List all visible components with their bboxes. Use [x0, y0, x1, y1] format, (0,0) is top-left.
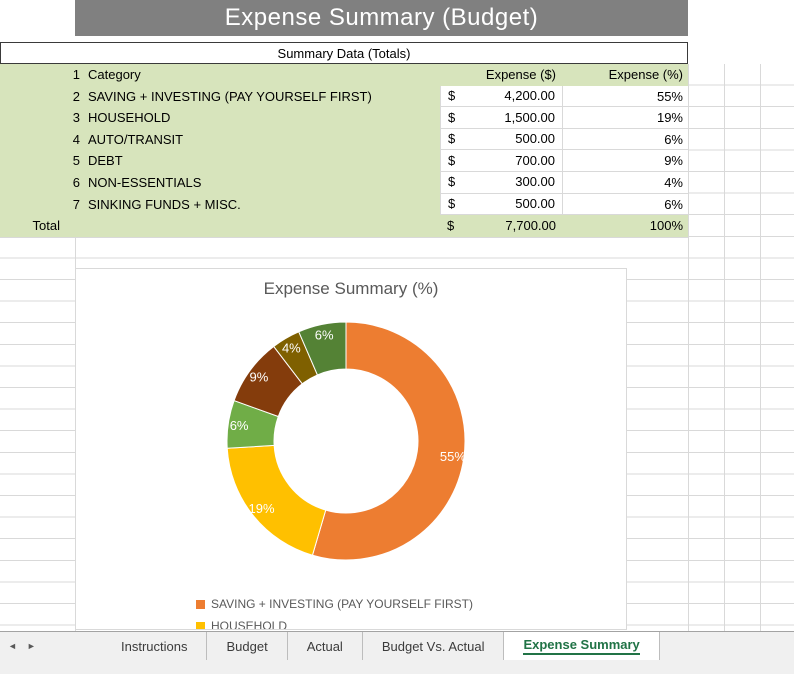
- tab-label: Actual: [306, 638, 343, 654]
- cell-expense[interactable]: $ 1,500.00: [440, 107, 563, 129]
- cell-row-number[interactable]: 3: [0, 107, 84, 129]
- donut-svg: 55% 19% 6% 9% 4% 6%: [226, 321, 466, 561]
- slice-data-label: 6%: [315, 328, 334, 343]
- doughnut-chart-object[interactable]: Expense Summary (%) 55% 19% 6% 9% 4% 6% SAVIN…: [75, 268, 627, 630]
- tab-label: Instructions: [121, 638, 188, 654]
- amount-value: 500.00: [515, 131, 555, 147]
- table-row: 7 SINKING FUNDS + MISC. $ 500.00 6%: [0, 193, 688, 216]
- legend-item[interactable]: HOUSEHOLD: [196, 615, 473, 630]
- table-total-row: Total $ 7,700.00 100%: [0, 215, 688, 237]
- cell-expense[interactable]: $ 700.00: [440, 150, 563, 172]
- cell-total-percent[interactable]: 100%: [563, 215, 688, 237]
- cell-total-expense[interactable]: $ 7,700.00: [440, 215, 563, 237]
- table-row: 4 AUTO/TRANSIT $ 500.00 6%: [0, 128, 688, 151]
- chart-title[interactable]: Expense Summary (%): [263, 279, 439, 298]
- slice-data-label: 9%: [249, 370, 268, 385]
- cell-category[interactable]: AUTO/TRANSIT: [84, 128, 440, 151]
- currency-symbol: $: [448, 109, 456, 125]
- donut-slice[interactable]: [298, 321, 347, 376]
- table-row: 5 DEBT $ 700.00 9%: [0, 150, 688, 172]
- donut-slice[interactable]: [226, 444, 327, 556]
- amount-value: 300.00: [515, 174, 555, 190]
- gridline-vertical: [724, 64, 725, 631]
- table-row: 6 NON-ESSENTIALS $ 300.00 4%: [0, 171, 688, 194]
- currency-symbol: $: [448, 152, 456, 168]
- amount-value: 700.00: [515, 152, 555, 168]
- summary-header-cell[interactable]: Summary Data (Totals): [0, 42, 688, 64]
- tab-budget-vs-actual[interactable]: Budget Vs. Actual: [363, 632, 505, 660]
- tab-budget[interactable]: Budget: [207, 632, 288, 660]
- cell-percent[interactable]: 55%: [563, 85, 688, 108]
- summary-header-text: Summary Data (Totals): [277, 45, 411, 61]
- cell-row-number[interactable]: 5: [0, 150, 84, 172]
- tab-spacer: [42, 632, 102, 660]
- table-row: 3 HOUSEHOLD $ 1,500.00 19%: [0, 107, 688, 129]
- cell-percent[interactable]: 4%: [563, 171, 688, 194]
- cell-category[interactable]: SINKING FUNDS + MISC.: [84, 193, 440, 216]
- cell-category[interactable]: SAVING + INVESTING (PAY YOURSELF FIRST): [84, 85, 440, 108]
- summary-table: 1 Category Expense ($) Expense (%) 2 SAV…: [0, 64, 688, 238]
- cell-percent[interactable]: 6%: [563, 128, 688, 151]
- gridline-vertical: [760, 64, 761, 631]
- cell-category[interactable]: HOUSEHOLD: [84, 107, 440, 129]
- cell-category[interactable]: DEBT: [84, 150, 440, 172]
- chart-legend: SAVING + INVESTING (PAY YOURSELF FIRST) H…: [196, 593, 473, 630]
- tab-scroll-right-icon[interactable]: ►: [26, 641, 36, 651]
- tab-label: Budget: [226, 638, 268, 654]
- cell-expense[interactable]: $ 300.00: [440, 171, 563, 194]
- tab-scroll-controls: ◄ ►: [0, 632, 42, 660]
- cell-percent-header[interactable]: Expense (%): [563, 64, 688, 86]
- cell-expense[interactable]: $ 500.00: [440, 193, 563, 216]
- currency-symbol: $: [448, 131, 456, 147]
- slice-data-label: 4%: [282, 340, 301, 355]
- sheet-tab-bar: ◄ ► Instructions Budget Actual Budget Vs…: [0, 631, 794, 660]
- currency-symbol: $: [448, 88, 456, 104]
- currency-symbol: $: [447, 218, 455, 234]
- tab-instructions[interactable]: Instructions: [102, 632, 208, 660]
- legend-item[interactable]: SAVING + INVESTING (PAY YOURSELF FIRST): [196, 593, 473, 615]
- cell-percent[interactable]: 9%: [563, 150, 688, 172]
- cell-expense[interactable]: $ 500.00: [440, 128, 563, 151]
- sheet-title-text: Expense Summary (Budget): [224, 4, 539, 31]
- cell-row-number[interactable]: 1: [0, 64, 84, 86]
- legend-swatch-icon: [196, 621, 205, 629]
- cell-category-header[interactable]: Category: [84, 64, 440, 86]
- amount-value: 4,200.00: [504, 88, 555, 104]
- currency-symbol: $: [448, 196, 456, 212]
- tab-actual[interactable]: Actual: [288, 632, 363, 660]
- cell-category[interactable]: [84, 215, 440, 237]
- cell-percent[interactable]: 6%: [563, 193, 688, 216]
- gridline-vertical: [688, 64, 689, 631]
- legend-swatch-icon: [196, 599, 205, 609]
- amount-value: 1,500.00: [504, 109, 555, 125]
- tab-expense-summary[interactable]: Expense Summary: [504, 632, 660, 660]
- slice-data-label: 55%: [440, 449, 466, 464]
- tab-scroll-left-icon[interactable]: ◄: [8, 641, 17, 651]
- legend-label: SAVING + INVESTING (PAY YOURSELF FIRST): [211, 597, 473, 611]
- amount-value: 7,700.00: [505, 218, 556, 234]
- table-row: 2 SAVING + INVESTING (PAY YOURSELF FIRST…: [0, 85, 688, 108]
- cell-row-number[interactable]: 6: [0, 171, 84, 194]
- cell-total-label[interactable]: Total: [0, 215, 84, 237]
- amount-value: 500.00: [515, 196, 555, 212]
- cell-row-number[interactable]: 7: [0, 193, 84, 216]
- currency-symbol: $: [448, 174, 456, 190]
- donut-slice[interactable]: [311, 321, 466, 561]
- status-bar: [0, 660, 794, 674]
- cell-expense[interactable]: $ 4,200.00: [440, 85, 563, 108]
- tab-label: Expense Summary: [523, 637, 640, 655]
- cell-category[interactable]: NON-ESSENTIALS: [84, 171, 440, 194]
- slice-data-label: 6%: [230, 418, 249, 433]
- table-header-row: 1 Category Expense ($) Expense (%): [0, 64, 688, 86]
- sheet-title-banner[interactable]: Expense Summary (Budget): [75, 0, 688, 36]
- tab-label: Budget Vs. Actual: [381, 638, 485, 654]
- legend-label: HOUSEHOLD: [211, 619, 288, 630]
- cell-expense-header[interactable]: Expense ($): [440, 64, 563, 86]
- cell-percent[interactable]: 19%: [563, 107, 688, 129]
- cell-row-number[interactable]: 4: [0, 128, 84, 151]
- cell-row-number[interactable]: 2: [0, 85, 84, 108]
- slice-data-label: 19%: [249, 501, 275, 516]
